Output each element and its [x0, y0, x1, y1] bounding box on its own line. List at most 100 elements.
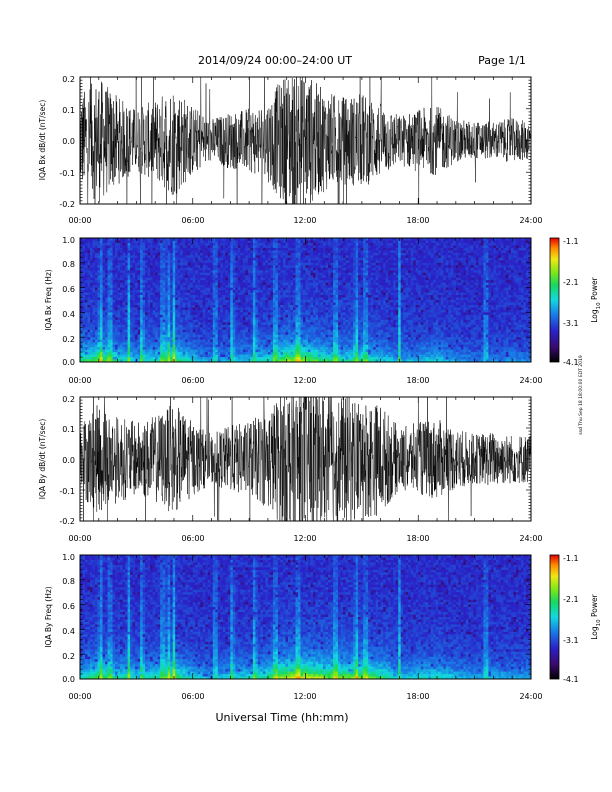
spectrogram-cell [318, 329, 321, 333]
spectrogram-cell [282, 349, 286, 353]
spectrogram-cell [222, 260, 226, 264]
spectrogram-cell [150, 272, 154, 276]
spectrogram-cell [313, 297, 316, 301]
spectrogram-cell [192, 252, 196, 256]
spectrogram-cell [202, 260, 206, 264]
spectrogram-cell [115, 357, 118, 360]
spectrogram-cell [145, 265, 148, 269]
spectrogram-cell [102, 342, 106, 345]
spectrogram-cell [195, 285, 199, 288]
spectrogram-cell [242, 357, 246, 360]
spectrogram-cell [305, 265, 309, 269]
spectrogram-cell [318, 290, 321, 293]
spectrogram-cell [305, 314, 309, 318]
spectrogram-cell [80, 307, 83, 311]
spectrogram-cell [102, 265, 106, 269]
spectrogram-cell [82, 317, 86, 321]
spectrogram-cell [145, 257, 148, 261]
spectrogram-cell [297, 354, 301, 358]
spectrogram-cell [297, 302, 301, 306]
spectrogram-cell [162, 290, 166, 293]
spectrogram-cell [210, 357, 214, 360]
spectrogram-cell [247, 267, 251, 271]
spectrogram-cell [102, 247, 106, 251]
spectrogram-cell [145, 275, 148, 279]
spectrogram-cell [262, 267, 266, 271]
spectrogram-cell [102, 352, 106, 355]
spectrogram-cell [290, 240, 294, 244]
spectrogram-cell [267, 290, 271, 293]
spectrogram-cell [160, 277, 164, 281]
spectrogram-cell [313, 275, 316, 279]
spectrogram-cell [265, 319, 269, 323]
spectrogram-cell [195, 290, 199, 293]
spectrogram-cell [237, 275, 241, 279]
spectrogram-cell [237, 349, 241, 353]
spectrogram-cell [235, 337, 239, 341]
spectrogram-cell [115, 292, 118, 296]
spectrogram-cell [250, 260, 254, 264]
spectrogram-cell [202, 352, 206, 355]
spectrogram-cell [145, 349, 148, 353]
spectrogram-cell [145, 359, 148, 363]
spectrogram-cell [225, 324, 229, 328]
spectrogram-cell [308, 275, 311, 279]
spectrogram-cell [285, 349, 289, 353]
spectrogram-cell [270, 300, 274, 303]
spectrogram-cell [110, 297, 113, 301]
spectrogram-cell [305, 262, 309, 266]
spectrogram-cell [275, 240, 279, 244]
spectrogram-cell [167, 317, 171, 321]
spectrogram-cell [225, 287, 229, 291]
spectrogram-cell [182, 267, 186, 271]
spectrogram-cell [135, 240, 138, 244]
spectrogram-cell [195, 324, 199, 328]
spectrogram-cell [162, 238, 166, 241]
spectrogram-cell [147, 265, 151, 269]
spectrogram-cell [180, 290, 184, 293]
spectrogram-cell [175, 307, 179, 311]
spectrogram-cell [265, 282, 269, 286]
spectrogram-cell [295, 317, 299, 321]
spectrogram-cell [200, 282, 204, 286]
spectrogram-cell [212, 257, 216, 261]
spectrogram-cell [80, 349, 83, 353]
spectrogram-cell [185, 307, 189, 311]
spectrogram-cell [235, 324, 239, 328]
spectrogram-cell [235, 297, 239, 301]
spectrogram-cell [197, 354, 201, 358]
spectrogram-cell [227, 277, 231, 281]
spectrogram-cell [157, 359, 161, 363]
spectrogram-cell [242, 255, 246, 259]
spectrogram-cell [107, 322, 111, 326]
spectrogram-cell [90, 267, 93, 271]
spectrogram-cell [282, 300, 286, 303]
spectrogram-cell [100, 314, 103, 318]
spectrogram-cell [122, 260, 126, 264]
spectrogram-cell [235, 292, 239, 296]
spectrogram-cell [95, 332, 98, 336]
spectrogram-cell [170, 240, 174, 244]
spectrogram-cell [202, 309, 206, 313]
spectrogram-cell [215, 352, 219, 355]
spectrogram-cell [285, 280, 289, 283]
spectrogram-cell [160, 270, 164, 274]
spectrogram-cell [280, 270, 284, 274]
spectrogram-cell [230, 357, 234, 360]
spectrogram-cell [318, 265, 321, 269]
spectrogram-cell [285, 262, 289, 266]
spectrogram-cell [295, 245, 299, 249]
spectrogram-cell [265, 337, 269, 341]
spectrogram-cell [200, 337, 204, 341]
spectrogram-cell [235, 344, 239, 348]
spectrogram-cell [127, 252, 131, 256]
spectrogram-cell [227, 339, 231, 343]
spectrogram-cell [313, 347, 316, 350]
spectrogram-cell [117, 285, 121, 288]
spectrogram-cell [192, 359, 196, 363]
spectrogram-cell [162, 270, 166, 274]
spectrogram-cell [207, 347, 211, 350]
spectrogram-cell [237, 342, 241, 345]
spectrogram-cell [270, 275, 274, 279]
spectrogram-cell [137, 280, 141, 283]
